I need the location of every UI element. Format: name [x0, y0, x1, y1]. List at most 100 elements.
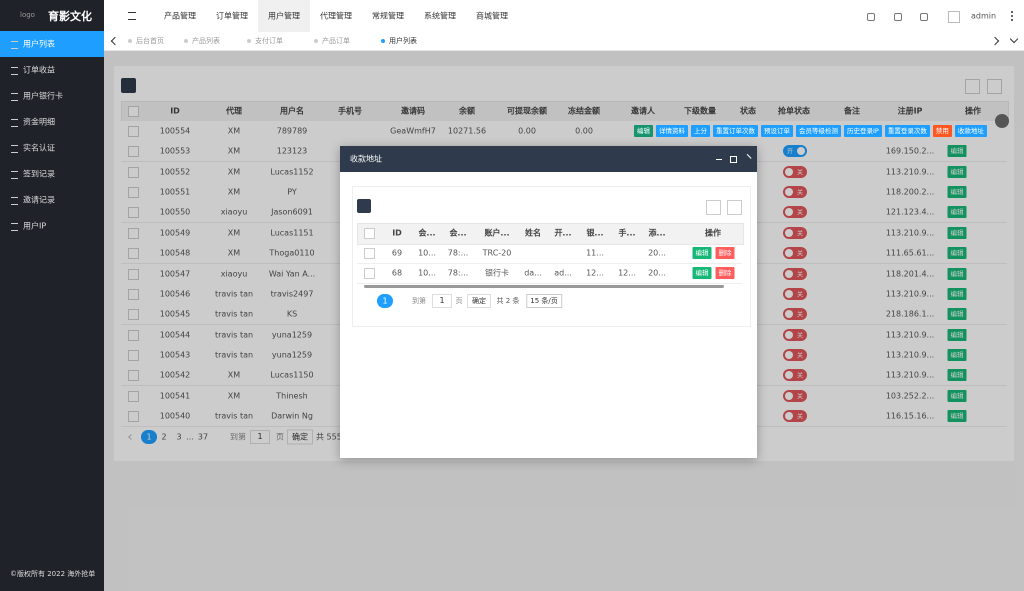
- modal-row-checkbox[interactable]: [364, 248, 375, 259]
- edit-button[interactable]: 编辑: [947, 145, 967, 158]
- modal-tool-icon[interactable]: [706, 200, 721, 215]
- tool-icon[interactable]: [867, 13, 875, 21]
- edit-button[interactable]: 编辑: [947, 287, 967, 300]
- grab-switch[interactable]: 关: [783, 206, 807, 219]
- action-button[interactable]: 重置登录次数: [884, 125, 930, 137]
- row-checkbox[interactable]: [128, 390, 139, 402]
- row-checkbox[interactable]: [128, 268, 139, 280]
- row-checkbox[interactable]: [128, 411, 139, 423]
- modal-header-checkbox[interactable]: [364, 228, 375, 239]
- grab-switch[interactable]: 关: [783, 267, 807, 280]
- row-checkbox[interactable]: [128, 309, 139, 321]
- row-checkbox[interactable]: [128, 349, 139, 361]
- modal-edit-button[interactable]: 编辑: [692, 267, 712, 279]
- modal-page-number[interactable]: 1: [382, 296, 388, 306]
- menu-item[interactable]: 签到记录: [23, 169, 55, 179]
- nav-item[interactable]: 订单管理: [216, 11, 248, 21]
- toolbar-icon[interactable]: [987, 79, 1002, 94]
- grab-switch[interactable]: 关: [783, 287, 807, 300]
- header-checkbox[interactable]: [128, 106, 139, 117]
- grab-switch[interactable]: 关: [783, 369, 807, 382]
- action-button[interactable]: 会员等级检测: [796, 125, 841, 137]
- action-button[interactable]: 预设订单: [761, 125, 793, 137]
- edit-button[interactable]: 编辑: [947, 328, 967, 341]
- edit-button[interactable]: 编辑: [947, 186, 967, 199]
- row-checkbox[interactable]: [128, 248, 139, 260]
- action-button[interactable]: 历史登录IP: [844, 125, 882, 137]
- edit-button[interactable]: 编辑: [947, 267, 967, 280]
- toolbar-icon[interactable]: [965, 79, 980, 94]
- modal-tool-icon[interactable]: [727, 200, 742, 215]
- grab-switch[interactable]: 关: [783, 348, 807, 361]
- menu-item[interactable]: 用户列表: [23, 39, 55, 49]
- row-checkbox[interactable]: [128, 227, 139, 239]
- edit-button[interactable]: 编辑: [947, 165, 967, 178]
- menu-item[interactable]: 用户IP: [23, 221, 47, 231]
- grab-switch[interactable]: 关: [783, 247, 807, 260]
- edit-button[interactable]: 编辑: [947, 247, 967, 260]
- nav-item[interactable]: 用户管理: [268, 11, 300, 21]
- nav-item[interactable]: 产品管理: [164, 11, 196, 21]
- menu-toggle[interactable]: [128, 12, 136, 20]
- modal-page-confirm[interactable]: 确定: [467, 294, 491, 308]
- page-number[interactable]: 37: [197, 432, 209, 442]
- menu-item[interactable]: 资金明细: [23, 117, 55, 127]
- row-checkbox[interactable]: [128, 146, 139, 158]
- nav-item[interactable]: 代理管理: [320, 11, 352, 21]
- tab[interactable]: 后台首页: [136, 37, 164, 45]
- row-checkbox[interactable]: [128, 370, 139, 382]
- edit-button[interactable]: 编辑: [947, 206, 967, 219]
- nav-item[interactable]: 商城管理: [476, 11, 508, 21]
- edit-button[interactable]: 编辑: [947, 389, 967, 402]
- page-number[interactable]: 1: [146, 432, 152, 442]
- edit-button[interactable]: 编辑: [947, 410, 967, 423]
- menu-item[interactable]: 实名认证: [23, 143, 55, 153]
- tab[interactable]: 产品列表: [192, 37, 220, 45]
- page-number[interactable]: 3: [176, 432, 182, 442]
- row-checkbox[interactable]: [128, 187, 139, 199]
- modal-row-checkbox[interactable]: [364, 268, 375, 279]
- grab-switch[interactable]: 关: [783, 226, 807, 239]
- scrollbar[interactable]: [364, 285, 724, 288]
- edit-button[interactable]: 编辑: [947, 308, 967, 321]
- grab-switch[interactable]: 关: [783, 328, 807, 341]
- tool-icon[interactable]: [894, 13, 902, 21]
- more-icon[interactable]: [1011, 11, 1015, 21]
- nav-item[interactable]: 系统管理: [424, 11, 456, 21]
- menu-item[interactable]: 订单收益: [23, 65, 55, 75]
- page-confirm[interactable]: 确定: [287, 429, 313, 445]
- modal-delete-button[interactable]: 删除: [715, 247, 735, 259]
- nav-item[interactable]: 常规管理: [372, 11, 404, 21]
- row-checkbox[interactable]: [128, 166, 139, 178]
- edit-button[interactable]: 编辑: [947, 226, 967, 239]
- action-button[interactable]: 收款地址: [954, 125, 987, 137]
- edit-button[interactable]: 编辑: [947, 348, 967, 361]
- modal-maximize[interactable]: [730, 156, 737, 163]
- grab-switch[interactable]: 关: [783, 186, 807, 199]
- tab[interactable]: 支付订单: [255, 37, 283, 45]
- action-button[interactable]: 详情资料: [656, 125, 688, 137]
- user-name[interactable]: admin: [971, 11, 997, 21]
- edit-button[interactable]: 编辑: [947, 369, 967, 382]
- grab-switch[interactable]: 关: [783, 308, 807, 321]
- close-circle[interactable]: [995, 114, 1009, 128]
- modal-edit-button[interactable]: 编辑: [692, 247, 712, 259]
- page-number[interactable]: 2: [161, 432, 167, 442]
- page-input[interactable]: 1: [250, 430, 270, 444]
- grab-switch[interactable]: 关: [783, 165, 807, 178]
- tool-icon[interactable]: [920, 13, 928, 21]
- grab-switch[interactable]: 关: [783, 389, 807, 402]
- action-button[interactable]: 禁用: [932, 125, 952, 137]
- modal-delete-button[interactable]: 删除: [715, 267, 735, 279]
- menu-item[interactable]: 用户银行卡: [23, 91, 63, 101]
- row-checkbox[interactable]: [128, 288, 139, 300]
- action-button[interactable]: 上分: [691, 125, 710, 137]
- modal-page-input[interactable]: 1: [432, 294, 452, 308]
- action-button[interactable]: 重置订单次数: [713, 125, 758, 137]
- refresh-button[interactable]: [121, 78, 136, 93]
- menu-item[interactable]: 邀请记录: [23, 195, 55, 205]
- modal-minimize[interactable]: [716, 159, 722, 160]
- row-checkbox[interactable]: [128, 126, 139, 137]
- modal-refresh[interactable]: [357, 199, 371, 213]
- row-checkbox[interactable]: [128, 207, 139, 219]
